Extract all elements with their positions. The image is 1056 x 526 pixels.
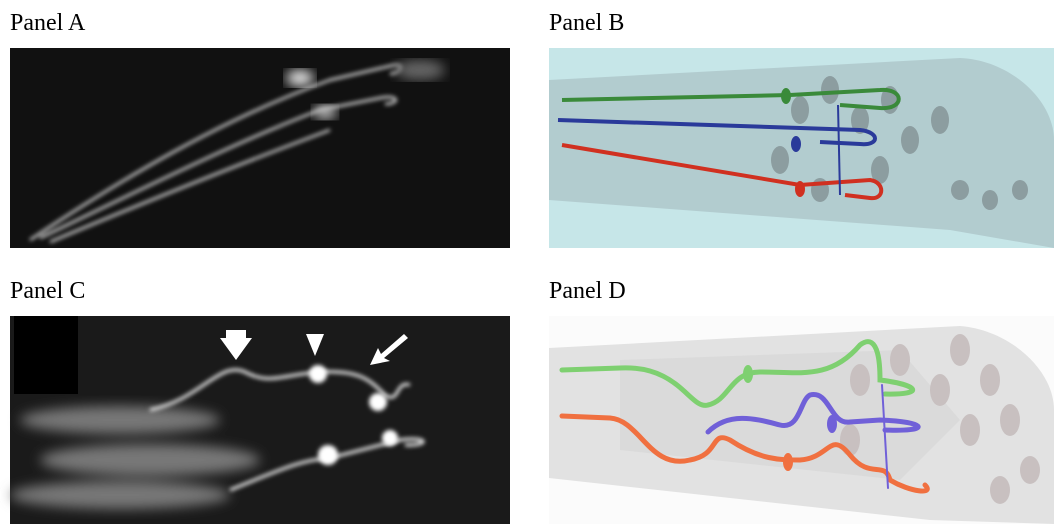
- panel-c-image: [10, 316, 510, 524]
- panel-b-diagram: [549, 48, 1054, 248]
- panel-label: Panel A: [10, 10, 86, 36]
- panel-d-diagram: [549, 316, 1054, 524]
- panel-a-image: [10, 48, 510, 248]
- panel-label: Panel B: [549, 10, 624, 36]
- panel-label: Panel D: [549, 278, 626, 304]
- figure: Panel A Panel B Panel C Panel D: [0, 0, 1056, 526]
- panel-label: Panel C: [10, 278, 85, 304]
